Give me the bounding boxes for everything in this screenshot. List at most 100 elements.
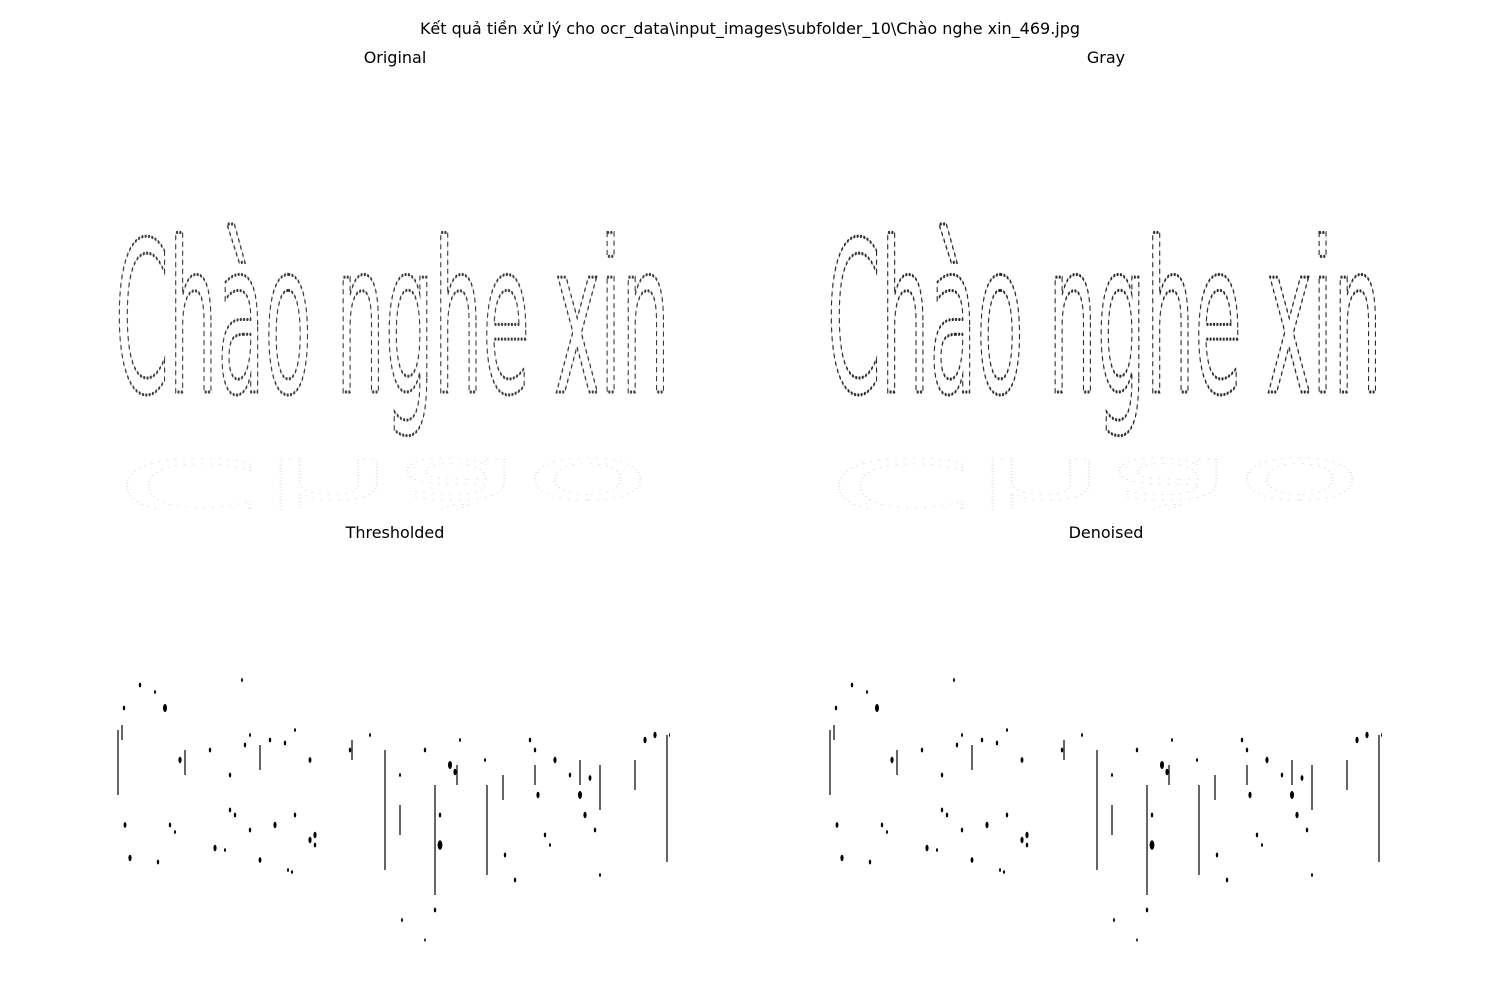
thresholded-speckle [213, 844, 217, 852]
thresholded-speckle [174, 830, 176, 834]
denoised-speckle [1240, 737, 1244, 743]
denoised-speckle [936, 848, 938, 852]
denoised-speckle [1060, 747, 1064, 753]
denoised-speckle [1311, 873, 1313, 877]
thresholded-speckle [401, 918, 403, 922]
denoised-speckle [1300, 775, 1304, 781]
denoised-speckle [1145, 907, 1149, 913]
panel-image-gray: Chào nghe xin Chào nghe xin Chào nghe xi… [822, 130, 1383, 511]
denoised-speckle [1081, 733, 1083, 737]
thresholded-speckle [453, 768, 457, 776]
thresholded-speckle [533, 747, 537, 753]
thresholded-speckle [543, 832, 547, 838]
thresholded-speckle [424, 938, 426, 942]
thresholded-speckle [268, 737, 272, 743]
denoised-speckle [985, 821, 989, 829]
denoised-speckle [880, 822, 884, 828]
denoised-speckle [1136, 938, 1138, 942]
denoised-speckle [980, 737, 984, 743]
denoised-speckle [961, 733, 963, 737]
thresholded-speckle [348, 747, 352, 753]
thresholded-speckle [503, 852, 507, 858]
thresholded-speckle [459, 738, 461, 742]
denoised-speckle [1160, 761, 1164, 769]
denoised-speckle [1165, 768, 1169, 776]
original-word-outline: Chào nghe xin [115, 197, 670, 442]
denoised-speckle [834, 705, 838, 711]
thresholded-speckle [163, 704, 167, 712]
denoised-speckle [866, 690, 868, 694]
gray-word-outline: Chào nghe xin [827, 197, 1382, 442]
denoised-speckle [945, 812, 949, 818]
thresholded-speckle [249, 733, 251, 737]
denoised-speckle [953, 678, 955, 682]
original-word-reflection: Chào nghe xin [115, 441, 670, 510]
denoised-image [829, 678, 1382, 942]
thresholded-speckle [669, 733, 670, 737]
thresholded-speckle [241, 678, 243, 682]
denoised-speckle [1005, 812, 1009, 818]
thresholded-speckle [513, 877, 517, 883]
thresholded-speckle [438, 812, 442, 818]
denoised-speckle [925, 844, 929, 852]
denoised-speckle [835, 822, 839, 828]
thresholded-speckle [568, 772, 572, 778]
thresholded-speckle [228, 772, 232, 778]
thresholded-speckle [643, 736, 647, 744]
thresholded-speckle [154, 690, 156, 694]
thresholded-speckle [128, 854, 132, 862]
thresholded-speckle [369, 733, 371, 737]
denoised-speckle [850, 682, 854, 688]
thresholded-speckle [308, 836, 312, 844]
thresholded-speckle [448, 761, 452, 769]
thresholded-speckle [528, 737, 532, 743]
denoised-speckle [1245, 747, 1249, 753]
thresholded-speckle [293, 812, 297, 818]
thresholded-speckle [313, 842, 317, 848]
original-image: Chào nghe xin Chào nghe xin Chào nghe xi… [114, 196, 671, 511]
panel-image-denoised [822, 600, 1382, 980]
denoised-speckle [1255, 832, 1259, 838]
denoised-speckle [1248, 791, 1252, 799]
denoised-speckle [1290, 791, 1294, 799]
panel-title-original: Original [363, 48, 427, 67]
denoised-speckle [940, 807, 944, 813]
denoised-speckle [960, 827, 964, 833]
thresholded-speckle [248, 827, 252, 833]
thresholded-speckle [593, 827, 597, 833]
thresholded-speckle [583, 811, 587, 819]
thresholded-speckle [208, 747, 212, 753]
panel-title-thresholded: Thresholded [345, 523, 445, 542]
denoised-speckle [1265, 756, 1269, 764]
denoised-speckle [1261, 843, 1263, 847]
thresholded-speckle [549, 843, 551, 847]
denoised-speckle [868, 859, 872, 865]
denoised-speckle [940, 772, 944, 778]
figure-title: Kết quả tiền xử lý cho ocr_data\input_im… [419, 19, 1081, 38]
denoised-speckle [1225, 877, 1229, 883]
thresholded-speckle [156, 859, 160, 865]
denoised-speckle [1295, 811, 1299, 819]
thresholded-speckle [243, 742, 247, 748]
panel-title-gray: Gray [1086, 48, 1126, 67]
thresholded-speckle [423, 747, 427, 753]
thresholded-speckle [653, 731, 657, 739]
denoised-speckle [1381, 733, 1382, 737]
denoised-speckle [1215, 852, 1219, 858]
denoised-speckle [1196, 758, 1198, 762]
thresholded-speckle [228, 807, 232, 813]
thresholded-speckle [294, 728, 296, 732]
thresholded-speckle [553, 756, 557, 764]
denoised-speckle [1305, 827, 1309, 833]
denoised-speckle [1006, 728, 1008, 732]
thresholded-speckle [588, 775, 592, 781]
denoised-speckle [1149, 840, 1155, 850]
thresholded-speckle [578, 791, 582, 799]
panel-title-denoised: Denoised [1068, 523, 1144, 542]
denoised-speckle [886, 830, 888, 834]
denoised-speckle [1113, 918, 1115, 922]
denoised-speckle [1355, 736, 1359, 744]
denoised-speckle [840, 854, 844, 862]
thresholded-speckle [224, 848, 226, 852]
thresholded-speckle [258, 857, 262, 863]
